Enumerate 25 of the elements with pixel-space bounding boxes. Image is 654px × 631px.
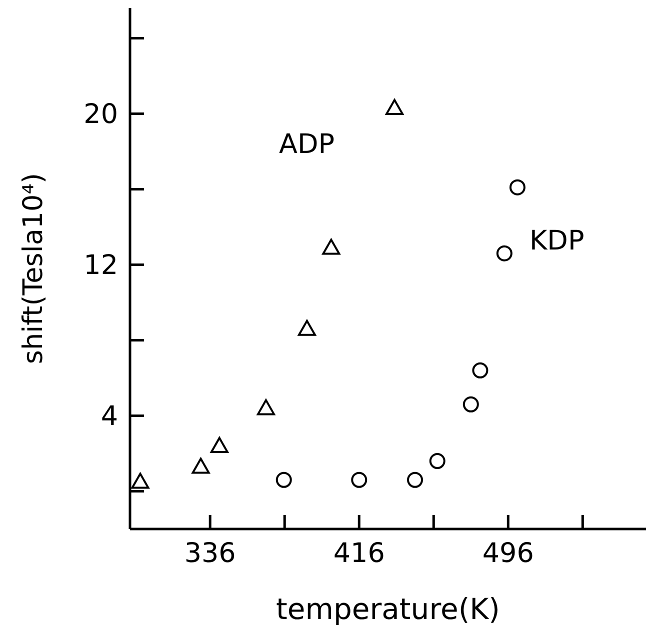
point — [256, 399, 275, 416]
y-tick-label: 12 — [84, 250, 118, 282]
point — [407, 472, 424, 488]
point — [298, 320, 316, 336]
point — [351, 472, 368, 488]
y-tick-label: 20 — [84, 99, 118, 130]
point — [429, 453, 446, 470]
point — [472, 362, 488, 378]
y-tick-label: 4 — [100, 401, 118, 432]
point — [131, 472, 150, 489]
y-axis-title: shift(Tesla10⁴) — [18, 172, 49, 364]
point — [322, 238, 340, 255]
point — [276, 472, 292, 488]
point — [509, 179, 526, 196]
point — [462, 396, 479, 412]
point — [386, 99, 404, 116]
series-label: KDP — [529, 225, 584, 256]
point — [496, 245, 512, 262]
text: ADP — [278, 129, 335, 160]
x-axis-title: temperature(K) — [276, 592, 500, 626]
point — [210, 436, 228, 453]
x-tick-label: 336 — [184, 538, 236, 569]
point — [192, 458, 210, 474]
x-tick-label: 416 — [333, 538, 385, 569]
x-tick-label: 496 — [482, 538, 534, 569]
